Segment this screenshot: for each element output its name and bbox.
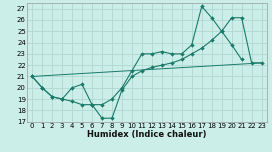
X-axis label: Humidex (Indice chaleur): Humidex (Indice chaleur) [87,130,207,139]
